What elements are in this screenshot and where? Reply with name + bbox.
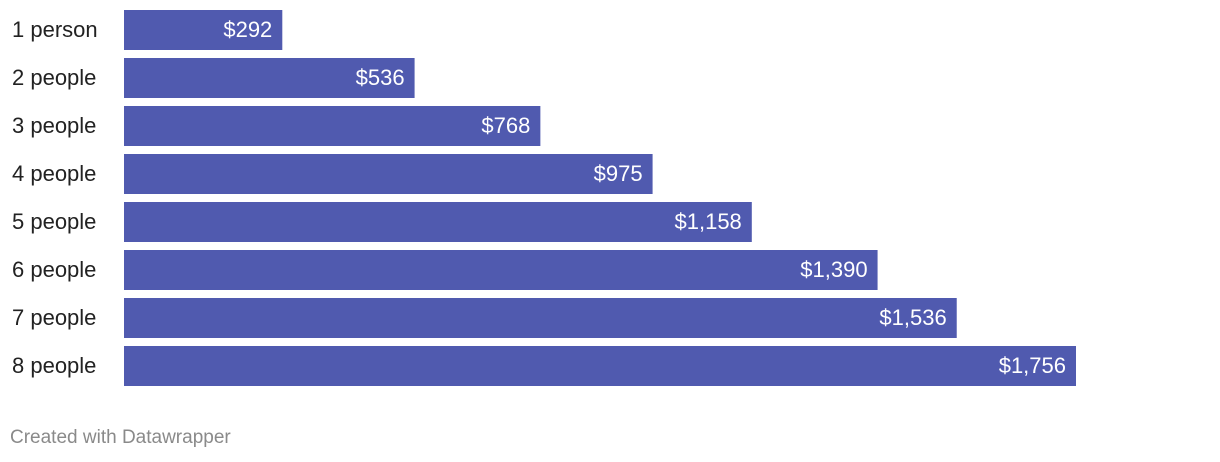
bar bbox=[124, 10, 283, 50]
bar bbox=[124, 298, 957, 338]
category-label: 5 people bbox=[12, 209, 96, 234]
value-label: $536 bbox=[356, 65, 405, 90]
value-label: $1,536 bbox=[879, 305, 946, 330]
bar bbox=[124, 154, 653, 194]
value-label: $975 bbox=[594, 161, 643, 186]
bar bbox=[124, 106, 541, 146]
category-label: 2 people bbox=[12, 65, 96, 90]
value-label: $768 bbox=[481, 113, 530, 138]
category-label: 7 people bbox=[12, 305, 96, 330]
bar bbox=[124, 202, 752, 242]
category-label: 3 people bbox=[12, 113, 96, 138]
value-label: $1,390 bbox=[800, 257, 867, 282]
value-label: $292 bbox=[223, 17, 272, 42]
footer: Created with Datawrapper bbox=[10, 427, 231, 448]
category-label: 6 people bbox=[12, 257, 96, 282]
bar bbox=[124, 250, 878, 290]
category-label: 8 people bbox=[12, 353, 96, 378]
category-label: 4 people bbox=[12, 161, 96, 186]
bar bbox=[124, 346, 1076, 386]
category-label: 1 person bbox=[12, 17, 98, 42]
value-label: $1,756 bbox=[999, 353, 1066, 378]
value-label: $1,158 bbox=[675, 209, 742, 234]
bar bbox=[124, 58, 415, 98]
